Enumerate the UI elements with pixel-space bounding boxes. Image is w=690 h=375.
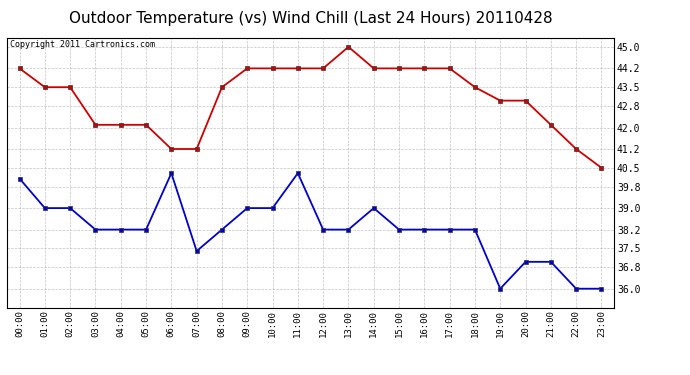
Text: Copyright 2011 Cartronics.com: Copyright 2011 Cartronics.com — [10, 40, 155, 49]
Text: Outdoor Temperature (vs) Wind Chill (Last 24 Hours) 20110428: Outdoor Temperature (vs) Wind Chill (Las… — [69, 11, 552, 26]
